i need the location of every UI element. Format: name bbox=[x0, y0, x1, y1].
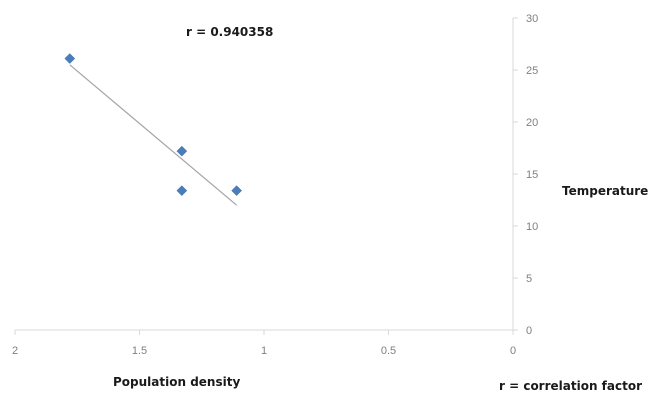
y-tick-label: 25 bbox=[526, 65, 538, 77]
y-tick-label: 10 bbox=[526, 221, 538, 233]
y-tick-label: 20 bbox=[526, 117, 538, 129]
x-axis-title: Population density bbox=[113, 375, 240, 389]
x-tick-label: 2 bbox=[12, 345, 18, 357]
y-tick-label: 0 bbox=[526, 325, 532, 337]
y-tick-label: 5 bbox=[526, 273, 532, 285]
trendline bbox=[69, 64, 238, 206]
data-point bbox=[176, 185, 188, 196]
x-ticks: 2 1.5 1 0.5 0 bbox=[12, 330, 516, 357]
data-point bbox=[64, 53, 76, 64]
axes bbox=[15, 18, 514, 331]
x-tick-label: 0 bbox=[510, 345, 516, 357]
trendline-group bbox=[69, 64, 238, 206]
x-tick-label: 1 bbox=[261, 345, 267, 357]
x-tick-label: 0.5 bbox=[381, 345, 396, 357]
y-ticks: 0 5 10 15 20 25 30 bbox=[513, 13, 538, 337]
data-point bbox=[176, 145, 188, 157]
data-point bbox=[231, 185, 242, 196]
x-tick-label: 1.5 bbox=[132, 345, 147, 357]
y-tick-label: 30 bbox=[526, 13, 538, 25]
y-axis-title: Temperature bbox=[562, 184, 648, 198]
data-points bbox=[64, 53, 242, 196]
y-tick-label: 15 bbox=[526, 169, 538, 181]
correlation-footnote: r = correlation factor bbox=[499, 379, 642, 393]
correlation-annotation: r = 0.940358 bbox=[186, 25, 273, 39]
